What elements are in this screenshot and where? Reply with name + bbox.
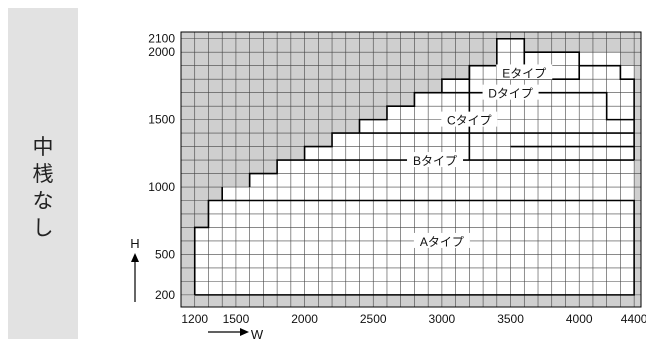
type-boundary-line — [303, 132, 635, 161]
x-tick-label: 1200 — [181, 312, 208, 326]
plot-frame — [180, 31, 642, 308]
available-region-cell — [496, 52, 621, 66]
x-axis-arrowhead — [240, 328, 249, 336]
x-axis-label: W — [251, 327, 264, 342]
x-tick-label: 2000 — [291, 312, 318, 326]
type-label: Cタイプ — [447, 114, 492, 128]
side-label-char: し — [32, 216, 54, 240]
type-boundary-line — [248, 159, 635, 188]
x-tick-label: 4000 — [566, 312, 593, 326]
y-tick-label: 2100 — [148, 32, 175, 46]
y-tick-label: 2000 — [148, 45, 175, 59]
type-boundary-line — [193, 199, 635, 296]
y-tick-label: 1500 — [148, 113, 175, 127]
x-tick-label: 2500 — [360, 312, 387, 326]
type-label: Eタイプ — [502, 66, 546, 80]
type-label-bg — [407, 152, 464, 168]
type-label: Aタイプ — [420, 235, 464, 249]
x-tick-label: 3000 — [429, 312, 456, 326]
y-axis-arrowhead — [131, 253, 139, 262]
x-tick-label: 3500 — [497, 312, 524, 326]
side-panel: 中 桟 な し — [8, 8, 78, 339]
type-label-bg — [441, 111, 498, 127]
type-boundary-line — [358, 91, 635, 134]
y-axis-label: H — [130, 236, 139, 251]
y-tick-label: 200 — [155, 288, 175, 302]
y-tick-label: 500 — [155, 247, 175, 261]
type-label: Dタイプ — [488, 87, 533, 101]
side-label-char: 桟 — [32, 162, 54, 186]
x-tick-label: 4400 — [621, 312, 646, 326]
type-label-bg — [482, 84, 539, 100]
x-tick-label: 1500 — [223, 312, 250, 326]
type-label: Bタイプ — [413, 154, 457, 168]
side-label-char: な — [32, 189, 54, 213]
side-label: 中 桟 な し — [8, 134, 78, 242]
type-label-bg — [413, 232, 470, 248]
y-tick-label: 1000 — [148, 180, 175, 194]
type-label-bg — [496, 64, 553, 80]
side-label-char: 中 — [32, 135, 54, 159]
